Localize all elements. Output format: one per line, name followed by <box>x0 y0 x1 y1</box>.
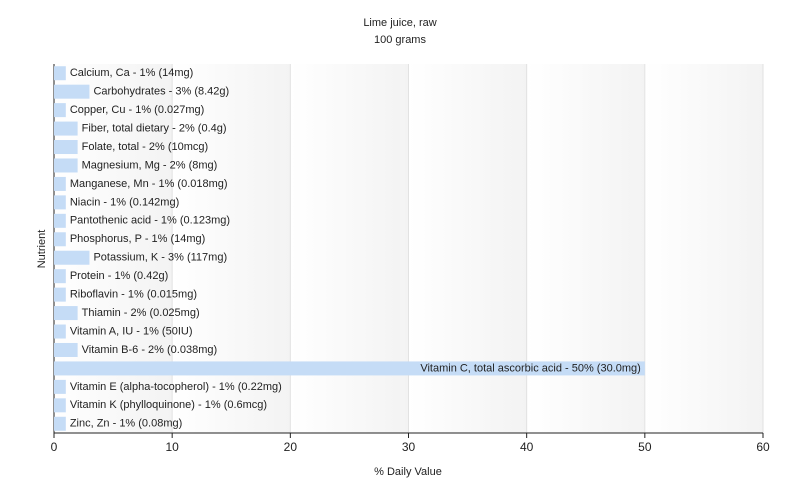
plot-band <box>408 64 527 433</box>
x-tick-label: 30 <box>402 440 416 454</box>
bar <box>54 195 66 210</box>
bar <box>54 66 66 81</box>
value-label: Calcium, Ca - 1% (14mg) <box>70 67 193 79</box>
chart-subtitle: 100 grams <box>374 34 426 46</box>
bar <box>54 306 78 321</box>
plot-band <box>172 64 291 433</box>
bar <box>54 379 66 394</box>
value-label: Vitamin C, total ascorbic acid - 50% (30… <box>420 362 641 374</box>
bar <box>54 342 78 357</box>
bar <box>54 324 66 339</box>
value-label: Vitamin E (alpha-tocopherol) - 1% (0.22m… <box>70 381 282 393</box>
value-label: Phosphorus, P - 1% (14mg) <box>70 233 206 245</box>
bar <box>54 250 90 265</box>
bar <box>54 287 66 302</box>
bar <box>54 103 66 118</box>
value-label: Thiamin - 2% (0.025mg) <box>82 307 200 319</box>
plot-band <box>290 64 409 433</box>
value-label: Potassium, K - 3% (117mg) <box>93 252 227 264</box>
bar <box>54 398 66 413</box>
value-label: Vitamin A, IU - 1% (50IU) <box>70 325 193 337</box>
value-label: Zinc, Zn - 1% (0.08mg) <box>70 418 182 430</box>
value-label: Manganese, Mn - 1% (0.018mg) <box>70 178 228 190</box>
bar <box>54 140 78 155</box>
bar <box>54 361 645 376</box>
chart-title: Lime juice, raw <box>363 17 436 29</box>
bar <box>54 213 66 228</box>
value-label: Pantothenic acid - 1% (0.123mg) <box>70 215 230 227</box>
bar <box>54 158 78 173</box>
bar <box>54 84 90 99</box>
plot-band <box>54 64 173 433</box>
bar <box>54 269 66 284</box>
bar <box>54 176 66 191</box>
x-tick-label: 0 <box>51 440 58 454</box>
value-label: Protein - 1% (0.42g) <box>70 270 168 282</box>
plot-band <box>644 64 763 433</box>
bar <box>54 121 78 136</box>
value-label: Vitamin B-6 - 2% (0.038mg) <box>82 344 218 356</box>
value-label: Vitamin K (phylloquinone) - 1% (0.6mcg) <box>70 399 267 411</box>
value-label: Copper, Cu - 1% (0.027mg) <box>70 104 205 116</box>
y-axis-label: Nutrient <box>36 230 48 269</box>
x-tick-label: 40 <box>520 440 534 454</box>
value-label: Folate, total - 2% (10mcg) <box>82 141 209 153</box>
value-label: Fiber, total dietary - 2% (0.4g) <box>82 122 227 134</box>
plot-band <box>526 64 645 433</box>
x-tick-label: 50 <box>638 440 652 454</box>
value-label: Niacin - 1% (0.142mg) <box>70 196 179 208</box>
x-tick-label: 60 <box>756 440 770 454</box>
bar <box>54 232 66 247</box>
x-axis-label: % Daily Value <box>374 466 442 478</box>
value-label: Riboflavin - 1% (0.015mg) <box>70 289 197 301</box>
x-tick-label: 20 <box>284 440 298 454</box>
value-label: Magnesium, Mg - 2% (8mg) <box>82 159 218 171</box>
value-label: Carbohydrates - 3% (8.42g) <box>93 86 229 98</box>
x-tick-label: 10 <box>165 440 179 454</box>
bar <box>54 416 66 431</box>
